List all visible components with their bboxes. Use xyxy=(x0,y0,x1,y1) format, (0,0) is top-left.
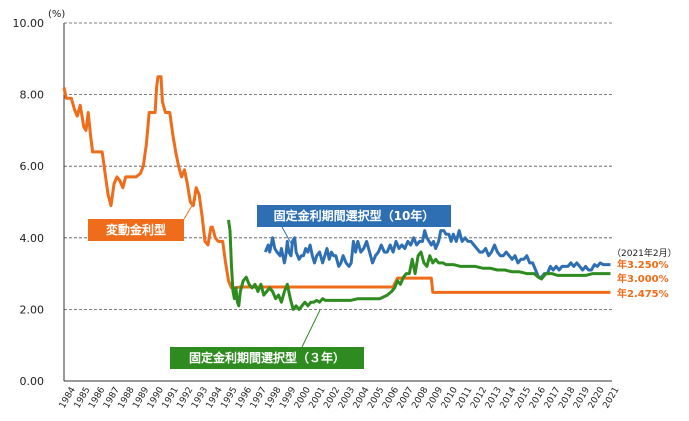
series-line-1 xyxy=(263,229,611,279)
series-line-2 xyxy=(227,219,611,311)
date-note: （2021年2月） xyxy=(612,247,677,259)
x-tick-labels: 1984198519861987198819891990199119921993… xyxy=(58,385,622,410)
callout-box xyxy=(88,219,184,241)
callout-leader xyxy=(281,226,293,246)
y-tick-label: 10.00 xyxy=(13,17,45,30)
end-value-labels: 年3.250%年3.000% 年2.475% xyxy=(617,258,669,300)
callout-label: 固定金利期間選択型（３年） xyxy=(189,350,345,365)
callout-label: 変動金利型 xyxy=(106,222,166,237)
callout-leader xyxy=(183,198,197,220)
callout-label: 固定金利期間選択型（10年） xyxy=(274,208,435,223)
y-unit-label: (%) xyxy=(48,9,65,20)
callout-box xyxy=(257,205,451,227)
end-label: 年3.000% xyxy=(617,272,669,285)
y-tick-label: 8.00 xyxy=(20,89,45,102)
y-tick-label: 4.00 xyxy=(20,232,45,245)
series-line-0 xyxy=(62,75,611,294)
axes xyxy=(63,23,612,382)
callout-box xyxy=(170,347,364,369)
y-tick-label: 2.00 xyxy=(20,303,45,316)
end-label: 年2.475% xyxy=(617,287,669,300)
end-label: 年3.250% xyxy=(617,258,669,271)
y-tick-label: 6.00 xyxy=(20,160,45,173)
series-lines xyxy=(62,75,611,311)
series-callouts: 変動金利型 固定金利期間選択型（10年） 固定金利期間選択型（３年） xyxy=(88,198,451,369)
y-tick-labels: 0.00 2.00 4.00 6.00 8.00 10.00 xyxy=(13,17,45,388)
y-tick-label: 0.00 xyxy=(20,375,45,388)
callout-leader xyxy=(301,309,321,348)
